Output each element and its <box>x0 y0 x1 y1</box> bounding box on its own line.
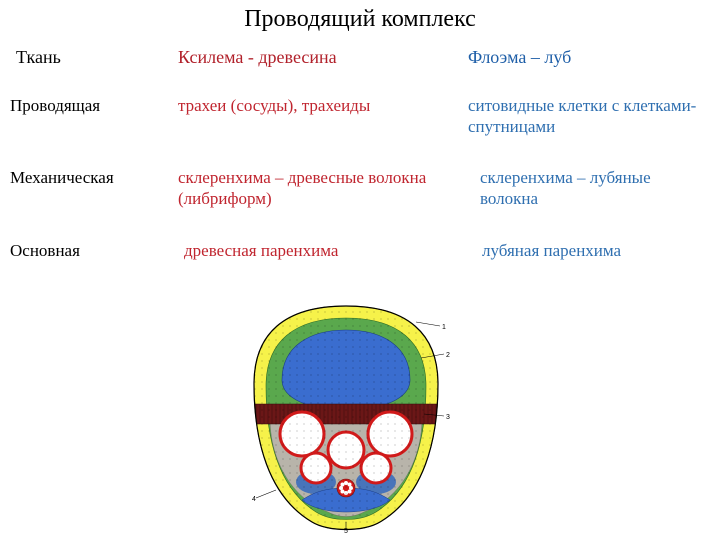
row-ground: Основная древесная паренхима лубяная пар… <box>10 240 710 261</box>
row-mechanical: Механическая склеренхима – древесные вол… <box>10 167 710 210</box>
leader-4: 4 <box>252 496 256 503</box>
cell-conductive-phloem: ситовидные клетки с клетками- спутницами <box>468 95 708 138</box>
tissue-table: Ткань Ксилема - древесина Флоэма – луб П… <box>10 46 710 291</box>
cell-mechanical-xylem: склеренхима – древесные волокна (либрифо… <box>178 167 468 210</box>
vascular-bundle-figure: 1 2 3 4 5 <box>216 300 476 536</box>
leader-5: 5 <box>344 528 348 535</box>
row-conductive: Проводящая трахеи (сосуды), трахеиды сит… <box>10 95 710 138</box>
table-header-row: Ткань Ксилема - древесина Флоэма – луб <box>10 46 710 69</box>
leader-1: 1 <box>442 324 446 331</box>
header-phloem: Флоэма – луб <box>468 46 708 69</box>
header-phloem-text: Флоэма – луб <box>468 47 571 67</box>
cell-ground-xylem: древесная паренхима <box>178 240 468 261</box>
slide-title: Проводящий комплекс <box>0 0 720 33</box>
header-tissue: Ткань <box>10 46 178 69</box>
cell-conductive-label: Проводящая <box>10 95 178 116</box>
header-xylem-text: Ксилема - древесина <box>178 47 337 67</box>
leader-2: 2 <box>446 352 450 359</box>
header-tissue-text: Ткань <box>10 47 61 67</box>
header-xylem: Ксилема - древесина <box>178 46 468 69</box>
cell-mechanical-label: Механическая <box>10 167 178 188</box>
cell-ground-phloem: лубяная паренхима <box>468 240 708 261</box>
leader-3: 3 <box>446 414 450 421</box>
cell-conductive-xylem: трахеи (сосуды), трахеиды <box>178 95 468 116</box>
cell-mechanical-phloem: склеренхима – лубяные волокна <box>468 167 708 210</box>
cell-ground-label: Основная <box>10 240 178 261</box>
